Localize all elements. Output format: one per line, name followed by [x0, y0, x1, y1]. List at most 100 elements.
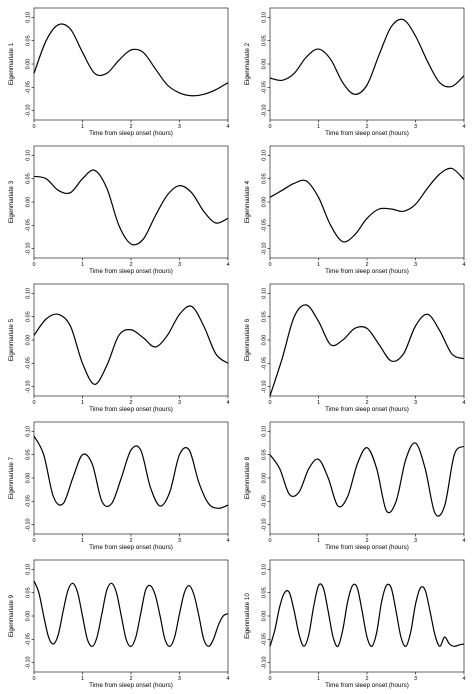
x-tick-label: 3 [414, 676, 417, 682]
x-tick-label: 1 [81, 124, 84, 130]
x-axis-label: Time from sleep onset (hours) [325, 544, 409, 551]
y-tick-label: 0.00 [262, 197, 268, 208]
series-line [33, 169, 229, 246]
y-tick-label: 0.05 [262, 173, 268, 184]
y-tick-label: 0.05 [26, 449, 32, 460]
x-tick-label: 2 [129, 676, 132, 682]
x-tick-label: 0 [32, 676, 35, 682]
y-tick-label: -0.10 [262, 518, 268, 531]
x-axis-label: Time from sleep onset (hours) [325, 130, 409, 137]
y-tick-label: -0.05 [262, 219, 268, 232]
chart-svg-7: 0 1 2 3 4 -0.10 -0.05 0.00 0.05 0.10 Time from sle… [8, 421, 230, 551]
x-tick-label: 0 [32, 400, 35, 406]
y-tick-label: -0.10 [26, 518, 32, 531]
y-tick-label: -0.10 [262, 242, 268, 255]
x-tick-label: 4 [226, 262, 229, 268]
y-tick-label: 0.05 [262, 311, 268, 322]
x-tick-label: 3 [178, 124, 181, 130]
chart-svg-3: 0 1 2 3 4 -0.10 -0.05 0.00 0.05 0.10 Time from sle… [8, 145, 230, 275]
y-axis-label: Eigenmariate 1 [8, 42, 15, 85]
series-line [33, 435, 229, 509]
y-axis-label: Eigenmariate 3 [8, 180, 15, 223]
chart-panel-2: 0 1 2 3 4 -0.10 -0.05 0.00 0.05 0.10 Time from sle… [236, 0, 472, 138]
plot-frame [269, 421, 465, 535]
y-tick-label: 0.10 [26, 12, 32, 23]
x-tick-label: 0 [268, 124, 271, 130]
x-tick-label: 2 [365, 676, 368, 682]
x-tick-label: 1 [81, 400, 84, 406]
x-tick-label: 1 [81, 676, 84, 682]
y-tick-label: -0.10 [26, 656, 32, 669]
chart-panel-10: 0 1 2 3 4 -0.10 -0.05 0.00 0.05 0.10 Time from sle… [236, 552, 472, 690]
plot-frame [269, 145, 465, 259]
series-line [269, 442, 465, 517]
y-tick-label: 0.10 [26, 150, 32, 161]
y-tick-label: 0.00 [26, 59, 32, 70]
chart-panel-8: 0 1 2 3 4 -0.10 -0.05 0.00 0.05 0.10 Time from sle… [236, 414, 472, 552]
chart-svg-9: 0 1 2 3 4 -0.10 -0.05 0.00 0.05 0.10 Time from sle… [8, 559, 230, 689]
x-tick-label: 2 [129, 262, 132, 268]
y-tick-label: 0.00 [26, 473, 32, 484]
y-tick-label: -0.05 [262, 357, 268, 370]
x-tick-label: 0 [268, 676, 271, 682]
chart-panel-7: 0 1 2 3 4 -0.10 -0.05 0.00 0.05 0.10 Time from sle… [0, 414, 236, 552]
x-tick-label: 0 [32, 262, 35, 268]
plot-frame [33, 145, 229, 259]
y-tick-label: -0.05 [26, 357, 32, 370]
x-tick-label: 3 [178, 262, 181, 268]
x-tick-label: 1 [81, 538, 84, 544]
y-tick-label: 0.00 [262, 473, 268, 484]
y-axis-label: Eigenmariate 2 [244, 42, 251, 85]
y-axis-label: Eigenmariate 5 [8, 318, 15, 361]
y-axis-label: Eigenmariate 7 [8, 456, 15, 499]
y-tick-label: -0.10 [26, 242, 32, 255]
x-tick-label: 3 [178, 400, 181, 406]
series-line [269, 18, 465, 95]
x-tick-label: 0 [32, 124, 35, 130]
y-axis-label: Eigenmariate 9 [8, 594, 15, 637]
y-axis-label: Eigenmariate 10 [244, 593, 251, 639]
y-tick-label: -0.05 [262, 495, 268, 508]
plot-frame [269, 7, 465, 121]
x-axis-label: Time from sleep onset (hours) [89, 406, 173, 413]
y-tick-label: -0.10 [262, 380, 268, 393]
series-line [33, 305, 229, 385]
x-tick-label: 4 [462, 400, 465, 406]
y-tick-label: 0.00 [26, 335, 32, 346]
y-tick-label: 0.10 [262, 426, 268, 437]
y-tick-label: -0.10 [262, 104, 268, 117]
chart-svg-5: 0 1 2 3 4 -0.10 -0.05 0.00 0.05 0.10 Time from sle… [8, 283, 230, 413]
y-tick-label: 0.00 [262, 59, 268, 70]
plot-frame [33, 7, 229, 121]
y-tick-label: 0.05 [262, 449, 268, 460]
x-tick-label: 2 [365, 538, 368, 544]
chart-panel-4: 0 1 2 3 4 -0.10 -0.05 0.00 0.05 0.10 Time from sle… [236, 138, 472, 276]
y-tick-label: 0.10 [26, 564, 32, 575]
x-tick-label: 0 [268, 400, 271, 406]
y-tick-label: -0.10 [262, 656, 268, 669]
y-axis-label: Eigenmariate 8 [244, 456, 251, 499]
x-tick-label: 2 [365, 262, 368, 268]
chart-panel-6: 0 1 2 3 4 -0.10 -0.05 0.00 0.05 0.10 Time from sle… [236, 276, 472, 414]
x-tick-label: 3 [414, 262, 417, 268]
x-tick-label: 2 [365, 400, 368, 406]
series-line [33, 580, 229, 647]
chart-panel-9: 0 1 2 3 4 -0.10 -0.05 0.00 0.05 0.10 Time from sle… [0, 552, 236, 690]
x-axis-label: Time from sleep onset (hours) [325, 682, 409, 689]
y-tick-label: 0.00 [262, 611, 268, 622]
x-tick-label: 3 [414, 538, 417, 544]
x-tick-label: 0 [268, 262, 271, 268]
x-tick-label: 1 [317, 676, 320, 682]
plot-frame [269, 283, 465, 397]
x-axis-label: Time from sleep onset (hours) [325, 268, 409, 275]
y-tick-label: -0.05 [26, 219, 32, 232]
y-tick-label: -0.05 [26, 81, 32, 94]
y-tick-label: 0.05 [262, 35, 268, 46]
x-tick-label: 4 [462, 262, 465, 268]
x-tick-label: 3 [178, 676, 181, 682]
chart-panel-1: 0 1 2 3 4 -0.10 -0.05 0.00 0.05 0.10 Time from sle… [0, 0, 236, 138]
y-axis-label: Eigenmariate 6 [244, 318, 251, 361]
x-axis-label: Time from sleep onset (hours) [89, 268, 173, 275]
y-tick-label: -0.05 [262, 81, 268, 94]
y-tick-label: 0.10 [26, 288, 32, 299]
